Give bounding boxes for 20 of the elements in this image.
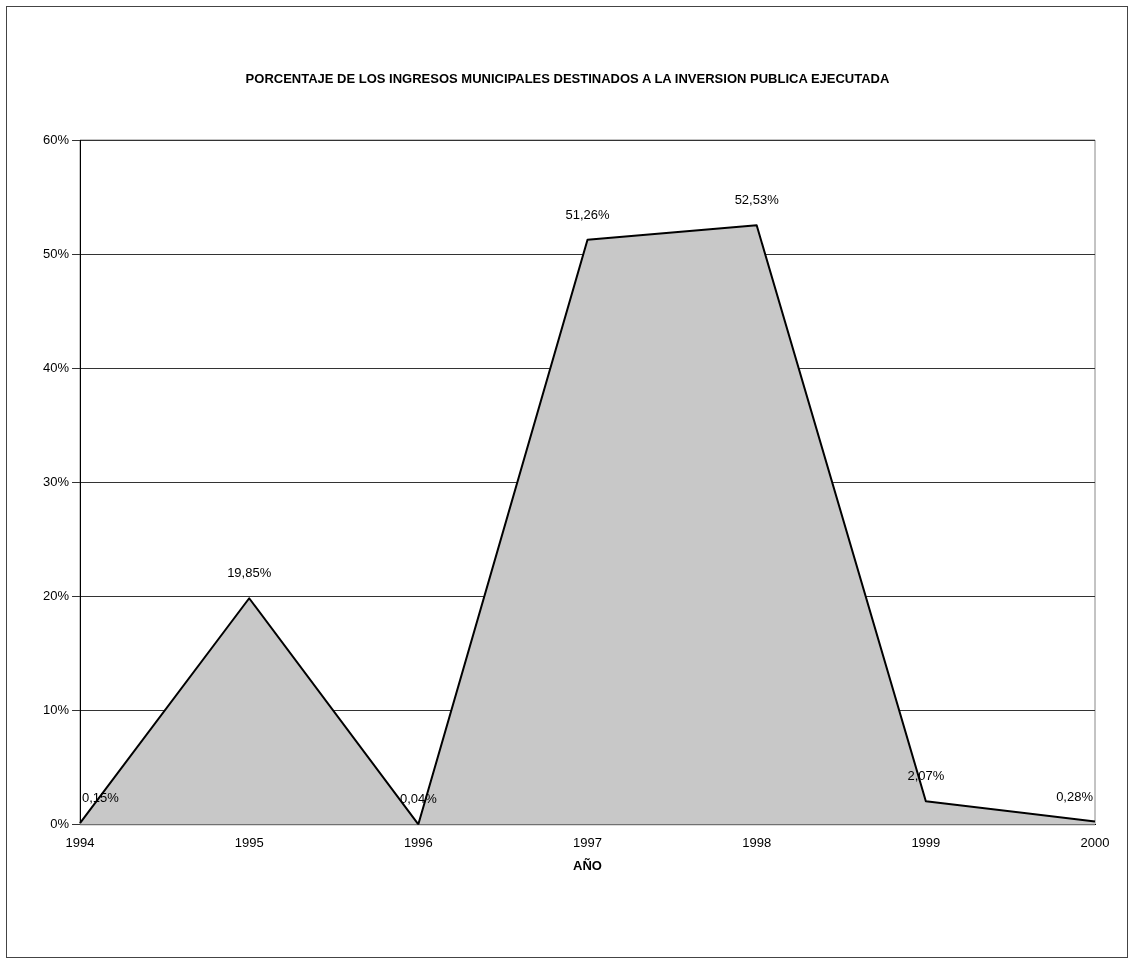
y-tick-label: 10% <box>42 702 70 718</box>
x-tick-label: 2000 <box>1080 835 1110 851</box>
text: 19,85% <box>227 565 272 581</box>
y-tick-label: 20% <box>42 588 70 604</box>
y-tick-label: 40% <box>42 359 70 375</box>
x-tick-label: 1996 <box>403 835 433 851</box>
y-tick-label: 30% <box>42 473 70 489</box>
chart-title: PORCENTAJE DE LOS INGRESOS MUNICIPALES DESTINADOS A LA INVERSION PUBLICA EJECUTADA <box>244 70 891 88</box>
x-tick-label: 1999 <box>911 835 941 851</box>
text: 0,28% <box>1056 788 1094 804</box>
y-tick-label: 0% <box>50 816 70 832</box>
y-tick-label: 50% <box>42 245 70 261</box>
text: 51,26% <box>565 206 610 222</box>
x-axis-title: AÑO <box>573 857 602 873</box>
x-tick-label: 1997 <box>573 835 602 851</box>
y-tick-label: 60% <box>42 131 70 147</box>
x-tick-label: 1995 <box>234 835 264 851</box>
x-tick-label: 1998 <box>742 835 772 851</box>
x-tick-label: 1994 <box>65 835 95 851</box>
text: 52,53% <box>734 192 779 208</box>
